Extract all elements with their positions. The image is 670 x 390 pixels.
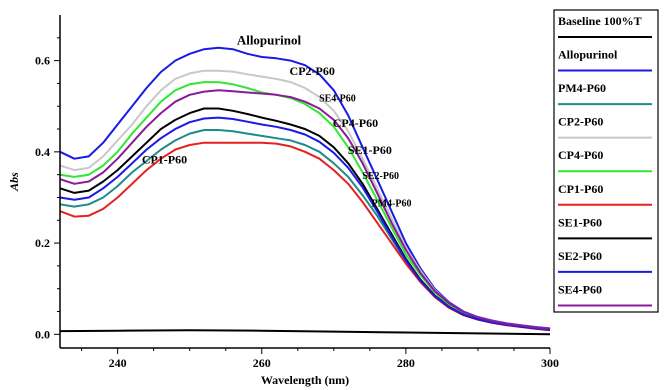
y-tick-label: 0.2 (35, 236, 50, 250)
legend-box (553, 9, 659, 313)
annotation-cp4-p60: CP4-P60 (333, 116, 378, 130)
annotation-pm4-p60: PM4-P60 (371, 199, 411, 210)
legend-label-se2-p60: SE2-P60 (558, 249, 602, 263)
legend-label-pm4-p60: PM4-P60 (558, 81, 606, 95)
series-line-baseline-100-t (59, 329, 551, 336)
legend-label-se1-p60: SE1-P60 (558, 215, 602, 229)
annotation-cp1-p60: CP1-P60 (142, 152, 187, 166)
y-tick-label: 0.4 (35, 145, 50, 159)
series-line-se2-p60 (59, 116, 551, 331)
x-tick-label: 260 (253, 356, 271, 370)
series-line-cp2-p60 (59, 69, 551, 330)
y-tick-label: 0.6 (35, 54, 50, 68)
legend-label-allopurinol: Allopurinol (558, 48, 618, 62)
annotation-allopurinol: Allopurinol (237, 33, 302, 48)
series-line-cp4-p60 (59, 81, 551, 331)
plot-area (59, 46, 551, 336)
x-tick-label: 240 (109, 356, 127, 370)
y-tick-label: 0.0 (35, 327, 50, 341)
x-tick-label: 280 (397, 356, 415, 370)
series-line-se4-p60 (59, 89, 551, 330)
axes: 240 260 280 300 0.0 0.2 0.4 0.6 Wavelength (nm) A… (7, 15, 559, 387)
legend-label-cp1-p60: CP1-P60 (558, 182, 603, 196)
x-axis-title: Wavelength (nm) (261, 373, 349, 387)
x-tick-label: 300 (541, 356, 559, 370)
legend-label-cp2-p60: CP2-P60 (558, 115, 603, 129)
legend: Baseline 100%T Allopurinol PM4-P60 CP2-P60 C… (553, 9, 659, 313)
legend-label-baseline-100-t: Baseline 100%T (558, 14, 642, 28)
annotation-se4-p60: SE4-P60 (319, 94, 356, 105)
annotation-se2-p60: SE2-P60 (362, 171, 399, 182)
series-line-pm4-p60 (59, 129, 551, 331)
legend-label-se4-p60: SE4-P60 (558, 282, 602, 296)
series-line-allopurinol (59, 46, 551, 330)
legend-label-cp4-p60: CP4-P60 (558, 148, 603, 162)
annotation-cp2-p60: CP2-P60 (290, 64, 335, 78)
y-axis-title: Abs (7, 172, 21, 192)
annotations: Allopurinol CP2-P60 SE4-P60 CP4-P60 SE1-P60 S… (142, 33, 412, 210)
annotation-se1-p60: SE1-P60 (348, 143, 392, 157)
